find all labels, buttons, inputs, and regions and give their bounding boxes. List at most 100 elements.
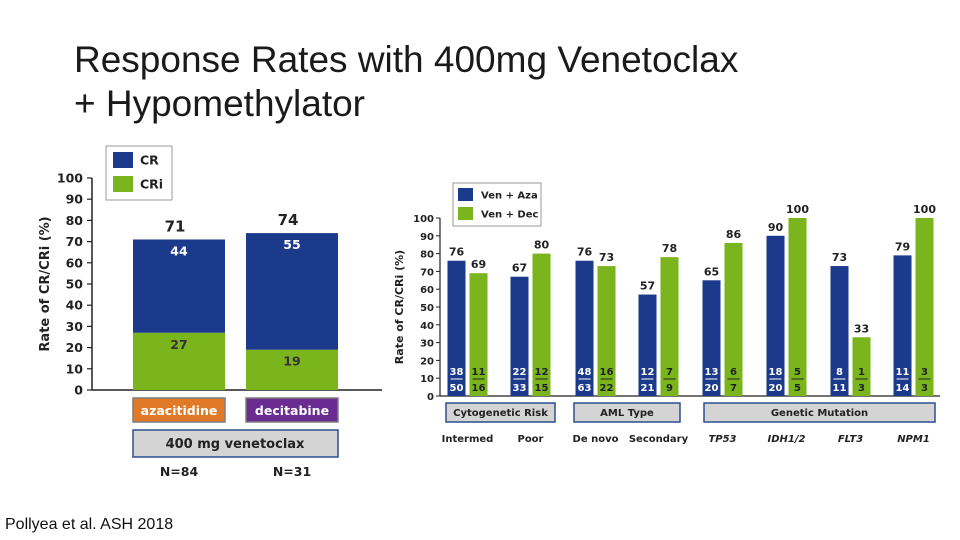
- left-y-tick-label: 20: [66, 340, 84, 355]
- right-bar-value-label: 67: [512, 262, 527, 275]
- left-y-tick-label: 90: [66, 192, 84, 207]
- right-fraction-denominator: 5: [794, 383, 801, 394]
- right-bar-ven-dec: [660, 257, 679, 396]
- right-fraction-denominator: 14: [896, 383, 910, 394]
- right-bar-ven-dec: [915, 218, 934, 396]
- right-fraction-numerator: 11: [896, 367, 910, 378]
- left-group-box: [132, 429, 339, 458]
- left-y-tick-label: 100: [57, 171, 83, 186]
- left-bar-cr-label: 55: [283, 237, 300, 252]
- right-legend-label: Ven + Aza: [481, 191, 538, 202]
- slide-title-line1: Response Rates with 400mg Venetoclax: [74, 39, 739, 80]
- right-fraction-denominator: 16: [472, 383, 486, 394]
- left-n-label: N=31: [273, 464, 311, 479]
- right-bar-ven-dec: [597, 266, 616, 396]
- right-bar-ven-aza: [702, 280, 721, 396]
- right-fraction-numerator: 7: [666, 367, 673, 378]
- left-legend-swatch-cri: [113, 176, 133, 192]
- citation: Pollyea et al. ASH 2018: [5, 516, 174, 533]
- right-fraction-denominator: 63: [578, 383, 592, 394]
- right-bar-value-label: 69: [471, 258, 486, 271]
- right-fraction-numerator: 22: [513, 367, 527, 378]
- right-fraction-numerator: 38: [450, 367, 464, 378]
- right-y-tick-label: 90: [420, 232, 434, 243]
- left-category-label: azacitidine: [141, 403, 218, 418]
- left-y-tick-label: 60: [66, 255, 84, 270]
- left-bar-total-label: 71: [165, 217, 186, 235]
- left-bar-cri: [246, 349, 338, 390]
- right-bar-value-label: 78: [662, 242, 677, 255]
- right-bar-ven-aza: [447, 260, 466, 396]
- right-bar-ven-aza: [830, 266, 849, 396]
- right-y-tick-label: 30: [420, 339, 434, 350]
- right-y-tick-label: 70: [420, 267, 434, 278]
- left-y-tick-label: 30: [66, 319, 84, 334]
- right-fraction-numerator: 12: [641, 367, 655, 378]
- left-legend-label-cr: CR: [140, 153, 159, 168]
- right-legend-swatch: [458, 207, 473, 220]
- right-y-tick-label: 60: [420, 285, 434, 296]
- left-bar-cri: [133, 332, 225, 390]
- right-fraction-denominator: 21: [641, 383, 655, 394]
- right-bar-value-label: 100: [913, 203, 936, 216]
- right-fraction-denominator: 15: [535, 383, 549, 394]
- right-bar-value-label: 86: [726, 228, 742, 241]
- slide-title-line2: + Hypomethylator: [74, 83, 365, 124]
- left-y-tick-label: 10: [66, 361, 84, 376]
- right-y-tick-label: 0: [427, 392, 434, 403]
- left-n-label: N=84: [160, 464, 199, 479]
- right-fraction-denominator: 11: [833, 383, 847, 394]
- right-group-label: AML Type: [600, 408, 654, 419]
- right-bar-ven-aza: [638, 294, 657, 396]
- left-category-label: decitabine: [255, 403, 329, 418]
- right-y-axis-title: Rate of CR/CRi (%): [393, 250, 406, 364]
- left-y-tick-label: 50: [66, 277, 84, 292]
- right-fraction-denominator: 7: [730, 383, 737, 394]
- left-category-box: [245, 397, 339, 423]
- right-bar-value-label: 57: [640, 280, 655, 293]
- right-fraction-numerator: 8: [836, 367, 843, 378]
- right-bar-ven-dec: [788, 218, 807, 396]
- right-fraction-denominator: 20: [705, 383, 719, 394]
- left-y-tick-label: 40: [66, 298, 84, 313]
- left-y-axis-title: Rate of CR/CRi (%): [38, 216, 53, 351]
- right-category-label: Poor: [517, 434, 543, 445]
- right-bar-ven-dec: [852, 337, 871, 396]
- right-category-label: Secondary: [629, 434, 689, 445]
- right-bar-value-label: 73: [832, 251, 847, 264]
- right-y-tick-label: 40: [420, 321, 434, 332]
- right-bar-value-label: 65: [704, 265, 719, 278]
- right-bar-value-label: 76: [577, 246, 593, 259]
- right-y-tick-label: 50: [420, 303, 434, 314]
- left-bar-cri-label: 27: [170, 337, 187, 352]
- left-legend-label-cri: CRi: [140, 177, 163, 192]
- right-bar-value-label: 100: [786, 203, 809, 216]
- right-fraction-denominator: 3: [921, 383, 928, 394]
- right-fraction-numerator: 16: [600, 367, 614, 378]
- right-fraction-numerator: 12: [535, 367, 549, 378]
- right-group-box: [573, 402, 681, 423]
- right-category-label: Intermed: [442, 434, 494, 445]
- left-bar-cr-label: 44: [170, 243, 188, 258]
- right-bar-value-label: 90: [768, 221, 784, 234]
- right-bar-ven-dec: [724, 242, 743, 396]
- right-y-tick-label: 20: [420, 356, 434, 367]
- left-legend-swatch-cr: [113, 152, 133, 168]
- right-legend-label: Ven + Dec: [481, 210, 539, 221]
- right-fraction-denominator: 3: [858, 383, 865, 394]
- left-group-label: 400 mg venetoclax: [166, 437, 305, 452]
- right-fraction-numerator: 11: [472, 367, 486, 378]
- right-category-label: IDH1/2: [768, 434, 806, 445]
- left-bar-total-label: 74: [278, 211, 299, 229]
- right-bar-ven-dec: [469, 273, 488, 396]
- right-group-label: Cytogenetic Risk: [453, 408, 548, 419]
- right-fraction-numerator: 18: [769, 367, 783, 378]
- right-fraction-denominator: 50: [450, 383, 464, 394]
- right-y-tick-label: 10: [420, 374, 434, 385]
- right-bar-ven-aza: [575, 260, 594, 396]
- left-bar-cr: [133, 239, 225, 333]
- right-category-label: De novo: [573, 434, 619, 445]
- right-category-label: NPM1: [897, 434, 930, 445]
- right-bar-value-label: 80: [534, 239, 550, 252]
